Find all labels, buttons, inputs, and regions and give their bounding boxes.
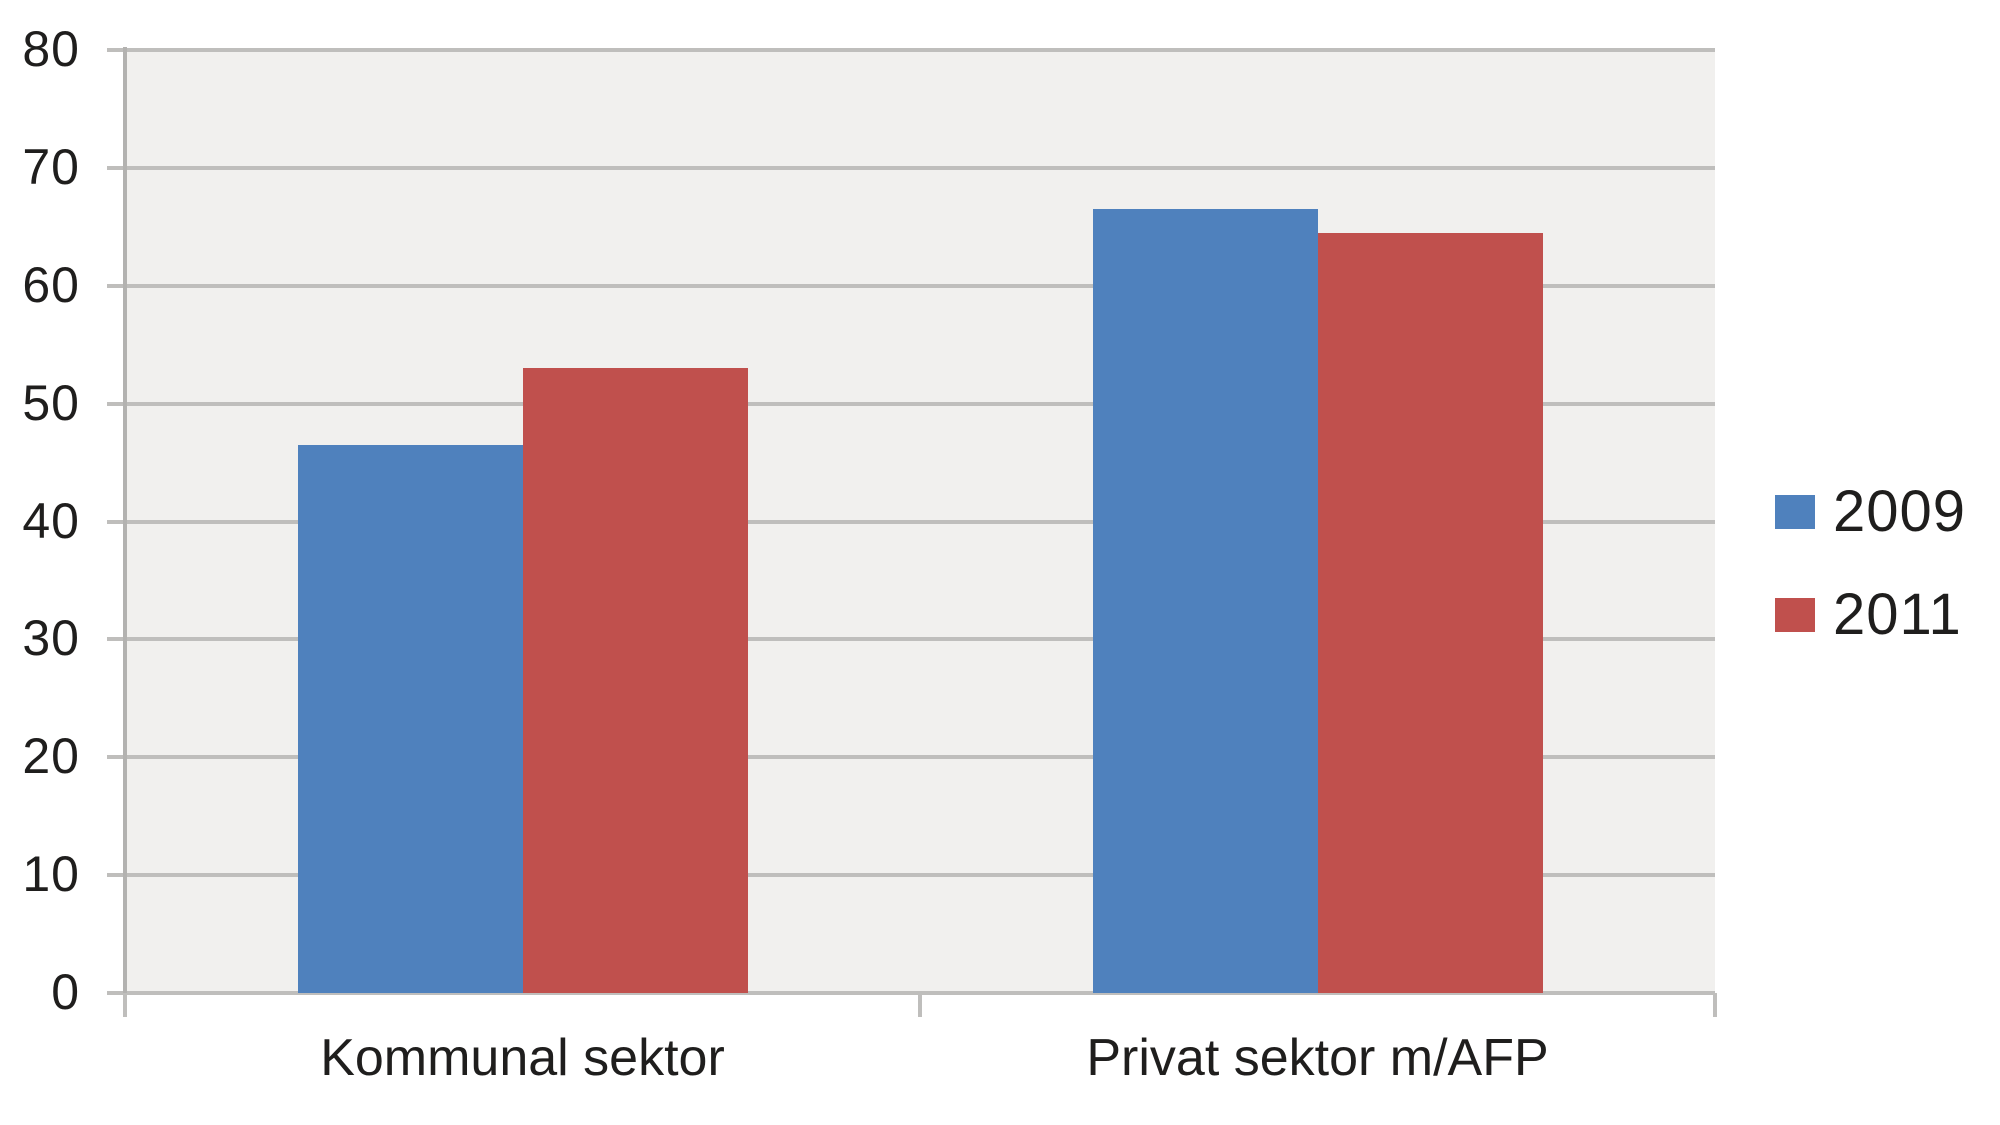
x-axis-tick-1 [918, 993, 922, 1017]
y-tick-label-40: 40 [22, 492, 80, 549]
y-tick-label-10: 10 [22, 846, 80, 903]
y-tick-label-80: 80 [22, 21, 80, 77]
y-tick-mark-70 [107, 165, 125, 170]
y-tick-mark-0 [107, 991, 125, 995]
x-axis-tick-0 [123, 993, 127, 1017]
gridline-y-70 [125, 165, 1715, 170]
y-tick-label-60: 60 [22, 256, 80, 313]
gridline-y-30 [125, 637, 1715, 642]
bar-2009-kommunal-sektor [297, 444, 523, 993]
y-tick-mark-80 [107, 48, 125, 52]
gridline-y-10 [125, 873, 1715, 878]
gridline-y-40 [125, 519, 1715, 524]
legend-swatch-2011 [1775, 598, 1815, 632]
y-axis-line [123, 47, 127, 1016]
legend-label-2011: 2011 [1833, 582, 1962, 647]
legend-item-2011: 2011 [1775, 585, 1962, 645]
legend-swatch-2009 [1775, 495, 1815, 529]
y-tick-label-30: 30 [22, 610, 80, 667]
y-tick-label-0: 0 [51, 964, 80, 1020]
y-tick-label-70: 70 [22, 138, 80, 195]
y-tick-label-20: 20 [22, 728, 80, 785]
y-tick-mark-50 [107, 401, 125, 406]
y-tick-mark-20 [107, 755, 125, 760]
y-tick-mark-60 [107, 283, 125, 288]
bar-2009-privat-sektor-m-afp [1092, 209, 1318, 993]
bar-2011-privat-sektor-m-afp [1317, 232, 1543, 993]
legend-label-2009: 2009 [1833, 479, 1967, 544]
y-tick-mark-10 [107, 873, 125, 878]
legend-item-2009: 2009 [1775, 482, 1966, 542]
y-tick-label-50: 50 [22, 374, 80, 431]
x-category-label-privat-sektor-m-afp: Privat sektor m/AFP [1086, 1029, 1549, 1087]
gridline-y-50 [125, 401, 1715, 406]
bar-2011-kommunal-sektor [522, 368, 748, 993]
x-axis-tick-2 [1713, 993, 1717, 1017]
gridline-y-20 [125, 755, 1715, 760]
gridline-y-80 [125, 48, 1715, 52]
y-tick-mark-30 [107, 637, 125, 642]
x-category-label-kommunal-sektor: Kommunal sektor [320, 1029, 725, 1087]
y-tick-mark-40 [107, 519, 125, 524]
gridline-y-60 [125, 283, 1715, 288]
